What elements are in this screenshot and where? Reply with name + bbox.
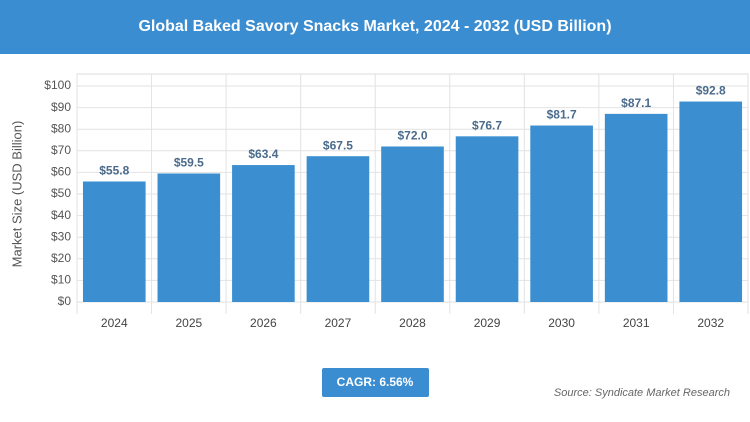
bar (381, 146, 444, 302)
y-tick-label: $30 (51, 229, 71, 243)
value-label: $92.8 (696, 84, 726, 98)
x-tick-label: 2028 (399, 316, 426, 330)
y-tick-label: $70 (51, 143, 71, 157)
cagr-badge (322, 368, 429, 397)
value-label: $55.8 (99, 164, 129, 178)
y-tick-label: $40 (51, 208, 71, 222)
x-tick-label: 2030 (548, 316, 575, 330)
bar (157, 173, 221, 302)
bar (604, 113, 668, 302)
bar (679, 101, 743, 302)
x-tick-label: 2032 (697, 316, 724, 330)
value-label: $67.5 (323, 138, 353, 152)
y-tick-label: $20 (51, 251, 71, 265)
y-tick-label: $100 (44, 78, 71, 92)
bar (530, 125, 593, 302)
x-tick-label: 2025 (175, 316, 202, 330)
y-tick-label: $90 (51, 100, 71, 114)
y-tick-label: $80 (51, 121, 71, 135)
value-label: $59.5 (174, 156, 204, 170)
value-label: $81.7 (547, 108, 577, 122)
y-tick-label: $60 (51, 165, 71, 179)
x-tick-label: 2027 (325, 316, 352, 330)
x-tick-label: 2024 (101, 316, 128, 330)
bar (82, 181, 146, 302)
y-tick-label: $50 (51, 186, 71, 200)
y-tick-label: $10 (51, 273, 71, 287)
x-tick-label: 2029 (474, 316, 501, 330)
value-label: $72.0 (397, 129, 427, 143)
y-tick-label: $0 (58, 294, 72, 308)
value-label: $87.1 (621, 96, 651, 110)
bar (455, 136, 519, 302)
value-label: $76.7 (472, 118, 502, 132)
bar (232, 165, 295, 302)
chart-title: Global Baked Savory Snacks Market, 2024 … (138, 18, 611, 35)
x-tick-label: 2031 (623, 316, 650, 330)
y-axis-title: Market Size (USD Billion) (9, 121, 24, 268)
title-banner (0, 0, 750, 54)
x-tick-label: 2026 (250, 316, 277, 330)
source-note: Source: Syndicate Market Research (554, 387, 730, 399)
value-label: $63.4 (248, 147, 278, 161)
cagr-label: CAGR: 6.56% (337, 375, 414, 389)
bar (306, 156, 370, 302)
